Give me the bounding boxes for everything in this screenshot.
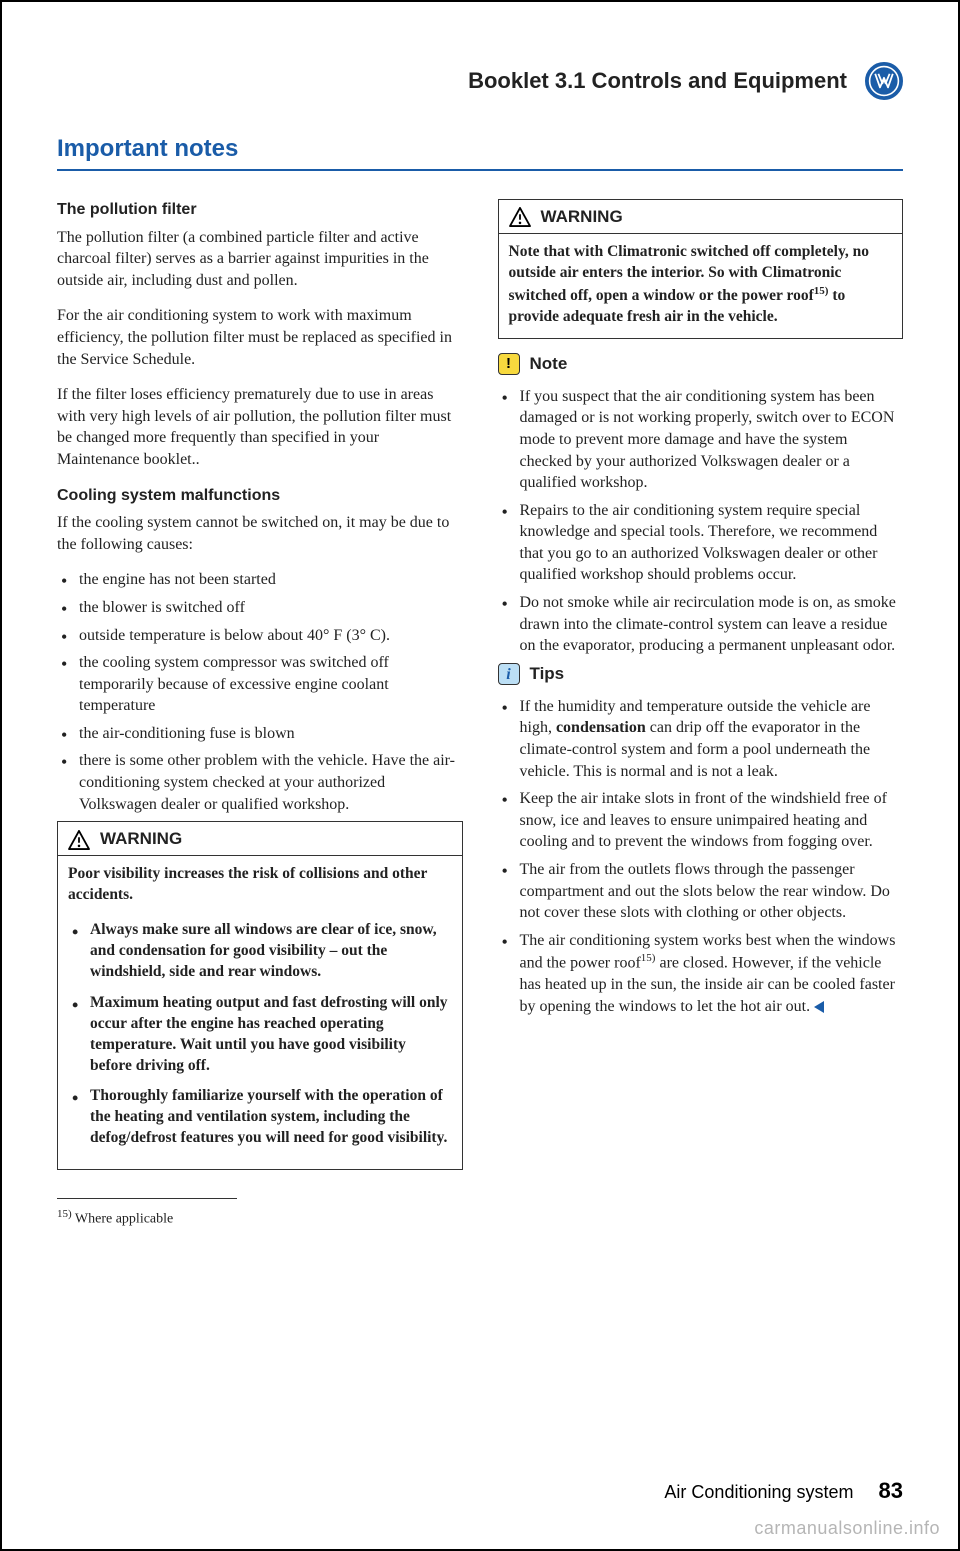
list-item: Always make sure all windows are clear o… (68, 920, 452, 983)
warning-triangle-icon (68, 830, 90, 850)
footer-section-title: Air Conditioning system (664, 1482, 853, 1503)
left-column: The pollution filter The pollution filte… (57, 199, 463, 1509)
warning-label: WARNING (100, 828, 182, 851)
list-item: outside temperature is below about 40° F… (57, 625, 463, 647)
warning-body: Note that with Climatronic switched off … (499, 234, 903, 338)
paragraph: If the filter loses efficiency premature… (57, 384, 463, 470)
list-item: If the humidity and temperature outside … (498, 696, 904, 782)
list-item: there is some other problem with the veh… (57, 750, 463, 815)
list-item: the air-conditioning fuse is blown (57, 723, 463, 745)
footnote-number: 15) (57, 1208, 72, 1220)
right-column: WARNING Note that with Climatronic switc… (498, 199, 904, 1509)
section-title: Important notes (57, 135, 903, 171)
footnote-ref: 15) (641, 952, 656, 964)
list-item: Maximum heating output and fast defrosti… (68, 993, 452, 1077)
footnote-rule (57, 1198, 237, 1199)
footnote-text: Where applicable (72, 1212, 174, 1227)
warning-triangle-icon (509, 207, 531, 227)
end-triangle-icon (814, 1001, 824, 1013)
subhead-cooling-malfunctions: Cooling system malfunctions (57, 485, 463, 507)
page-header: Booklet 3.1 Controls and Equipment (57, 62, 903, 100)
footnote: 15) Where applicable (57, 1207, 463, 1230)
warning-box: WARNING Poor visibility increases the ri… (57, 821, 463, 1170)
subhead-pollution-filter: The pollution filter (57, 199, 463, 221)
warning-label: WARNING (541, 206, 623, 229)
list-item: Keep the air intake slots in front of th… (498, 788, 904, 853)
paragraph: Poor visibility increases the risk of co… (68, 864, 452, 906)
content-columns: The pollution filter The pollution filte… (57, 199, 903, 1509)
list-item: the engine has not been started (57, 569, 463, 591)
note-icon: ! (498, 353, 520, 375)
list-item: The air conditioning system works best w… (498, 930, 904, 1018)
list-item: Repairs to the air conditioning system r… (498, 500, 904, 586)
warning-header: WARNING (58, 822, 462, 856)
watermark: carmanualsonline.info (754, 1518, 940, 1539)
paragraph: If the cooling system cannot be switched… (57, 512, 463, 555)
tips-callout: i Tips (498, 663, 904, 686)
bold-text: condensation (556, 719, 646, 736)
warning-header: WARNING (499, 200, 903, 234)
page-footer: Air Conditioning system 83 (664, 1478, 903, 1504)
list-item: the cooling system compressor was switch… (57, 652, 463, 717)
list-item: the blower is switched off (57, 597, 463, 619)
list-item: The air from the outlets flows through t… (498, 859, 904, 924)
booklet-title: Booklet 3.1 Controls and Equipment (468, 68, 847, 94)
warning-box: WARNING Note that with Climatronic switc… (498, 199, 904, 339)
paragraph: For the air conditioning system to work … (57, 305, 463, 370)
footnote-ref: 15) (814, 285, 829, 297)
tips-icon: i (498, 663, 520, 685)
manual-page: Booklet 3.1 Controls and Equipment Impor… (0, 0, 960, 1551)
paragraph: The pollution filter (a combined particl… (57, 227, 463, 292)
note-callout: ! Note (498, 353, 904, 376)
list-item: Do not smoke while air recirculation mod… (498, 592, 904, 657)
note-label: Note (530, 353, 568, 376)
page-number: 83 (879, 1478, 903, 1504)
list-item: If you suspect that the air conditioning… (498, 386, 904, 494)
tips-label: Tips (530, 663, 565, 686)
warning-body: Poor visibility increases the risk of co… (58, 856, 462, 1169)
list-item: Thoroughly familiarize yourself with the… (68, 1086, 452, 1149)
vw-logo-icon (865, 62, 903, 100)
